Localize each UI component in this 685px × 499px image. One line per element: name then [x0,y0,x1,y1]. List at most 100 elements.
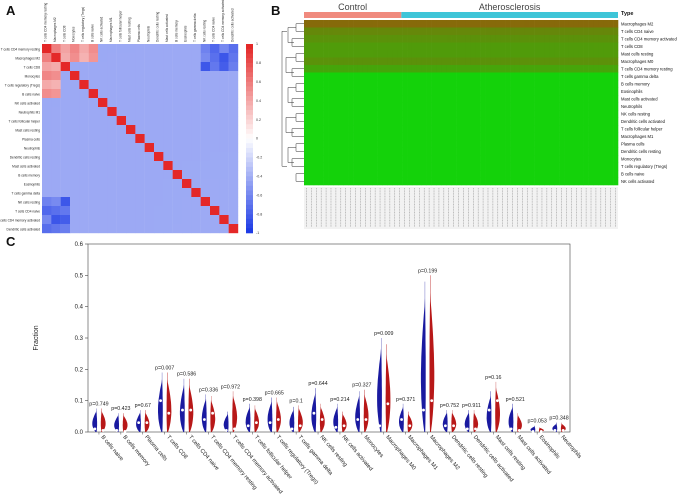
abundance-cell [603,27,609,36]
abundance-cell [318,170,324,178]
abundance-cell [470,125,477,133]
abundance-cell [456,50,462,58]
abundance-cell [451,125,457,133]
abundance-cell [461,147,467,156]
p-value-label: p=0.348 [549,416,568,422]
abundance-cell [387,27,393,36]
abundance-cell [470,42,477,51]
abundance-cell [524,57,530,66]
corr-scale-segment [246,199,253,205]
abundance-cell [436,125,442,133]
abundance-cell [519,147,526,156]
abundance-cell [343,132,349,141]
corr-cell [98,107,108,117]
corr-cell [126,89,136,99]
corr-cell [228,143,239,153]
abundance-cell [362,72,369,81]
corr-scale-segment [246,138,253,144]
abundance-cell [514,50,521,58]
corr-cell [163,206,173,216]
abundance-cell [313,20,320,28]
abundance-cell [446,35,452,43]
abundance-cell [411,65,418,73]
corr-cell [116,80,127,90]
abundance-cell [564,170,570,178]
abundance-cell [524,102,530,111]
abundance-cell [451,42,457,51]
abundance-cell [357,50,364,58]
abundance-cell [348,50,354,58]
abundance-cell [304,132,310,141]
p-value-label: p=0.398 [243,397,262,403]
abundance-cell [495,27,501,36]
abundance-cell [549,57,555,66]
abundance-cell [588,80,594,88]
abundance-cell [392,65,398,73]
abundance-cell [490,140,496,148]
abundance-cell [500,177,506,186]
abundance-cell [549,162,555,171]
abundance-cell [514,95,521,103]
violin-median [255,421,258,424]
corr-cell [163,71,173,81]
abundance-cell [343,170,349,178]
abundance-cell [431,155,437,163]
abundance-cell [519,72,526,81]
abundance-cell [338,132,344,141]
corr-cell [98,152,108,162]
violin-shape [267,397,273,432]
abundance-cell [539,95,545,103]
abundance-cell [407,155,413,163]
abundance-cell [441,27,447,36]
abundance-cell [510,35,516,43]
abundance-cell [431,102,437,111]
abundance-cell [534,95,540,103]
abundance-cell [308,155,315,163]
abundance-cell [608,177,614,186]
abundance-cell [613,177,619,186]
corr-cell [126,206,136,216]
abundance-cell [554,57,560,66]
abundance-cell [490,162,496,171]
abundance-cell [510,140,516,148]
corr-cell [210,116,220,126]
corr-cell [172,197,183,207]
abundance-cell [348,110,354,118]
abundance-cell [343,42,349,51]
corr-cell [228,206,239,216]
corr-cell [98,89,108,99]
abundance-cell [416,27,423,36]
abundance-cell [490,95,496,103]
abundance-cell [431,177,437,186]
abundance-cell [402,87,408,96]
corr-scale-segment [246,204,253,210]
violin-median [203,418,206,421]
abundance-cell [568,35,575,43]
abundance-cell [505,87,511,96]
abundance-cell [416,80,423,88]
abundance-cell [318,42,324,51]
abundance-cell [593,170,599,178]
abundance-cell [446,87,452,96]
abundance-cell [583,170,589,178]
abundance-cell [387,72,393,81]
abundance-cell [338,170,344,178]
abundance-cell [514,170,521,178]
abundance-cell [544,65,550,73]
abundance-cell [451,170,457,178]
corr-scale-segment [246,166,253,172]
abundance-cell [514,117,521,126]
abundance-cell [353,170,359,178]
abundance-cell [564,72,570,81]
abundance-cell [343,125,349,133]
abundance-cell [613,162,619,171]
abundance-cell [451,72,457,81]
abundance-cell [353,132,359,141]
abundance-cell [475,87,481,96]
abundance-cell [573,125,580,133]
corr-cell [163,116,173,126]
abundance-cell [431,65,437,73]
corr-cell [154,215,164,225]
heatmap-legend-title: Type [621,11,633,17]
abundance-cell [441,50,447,58]
